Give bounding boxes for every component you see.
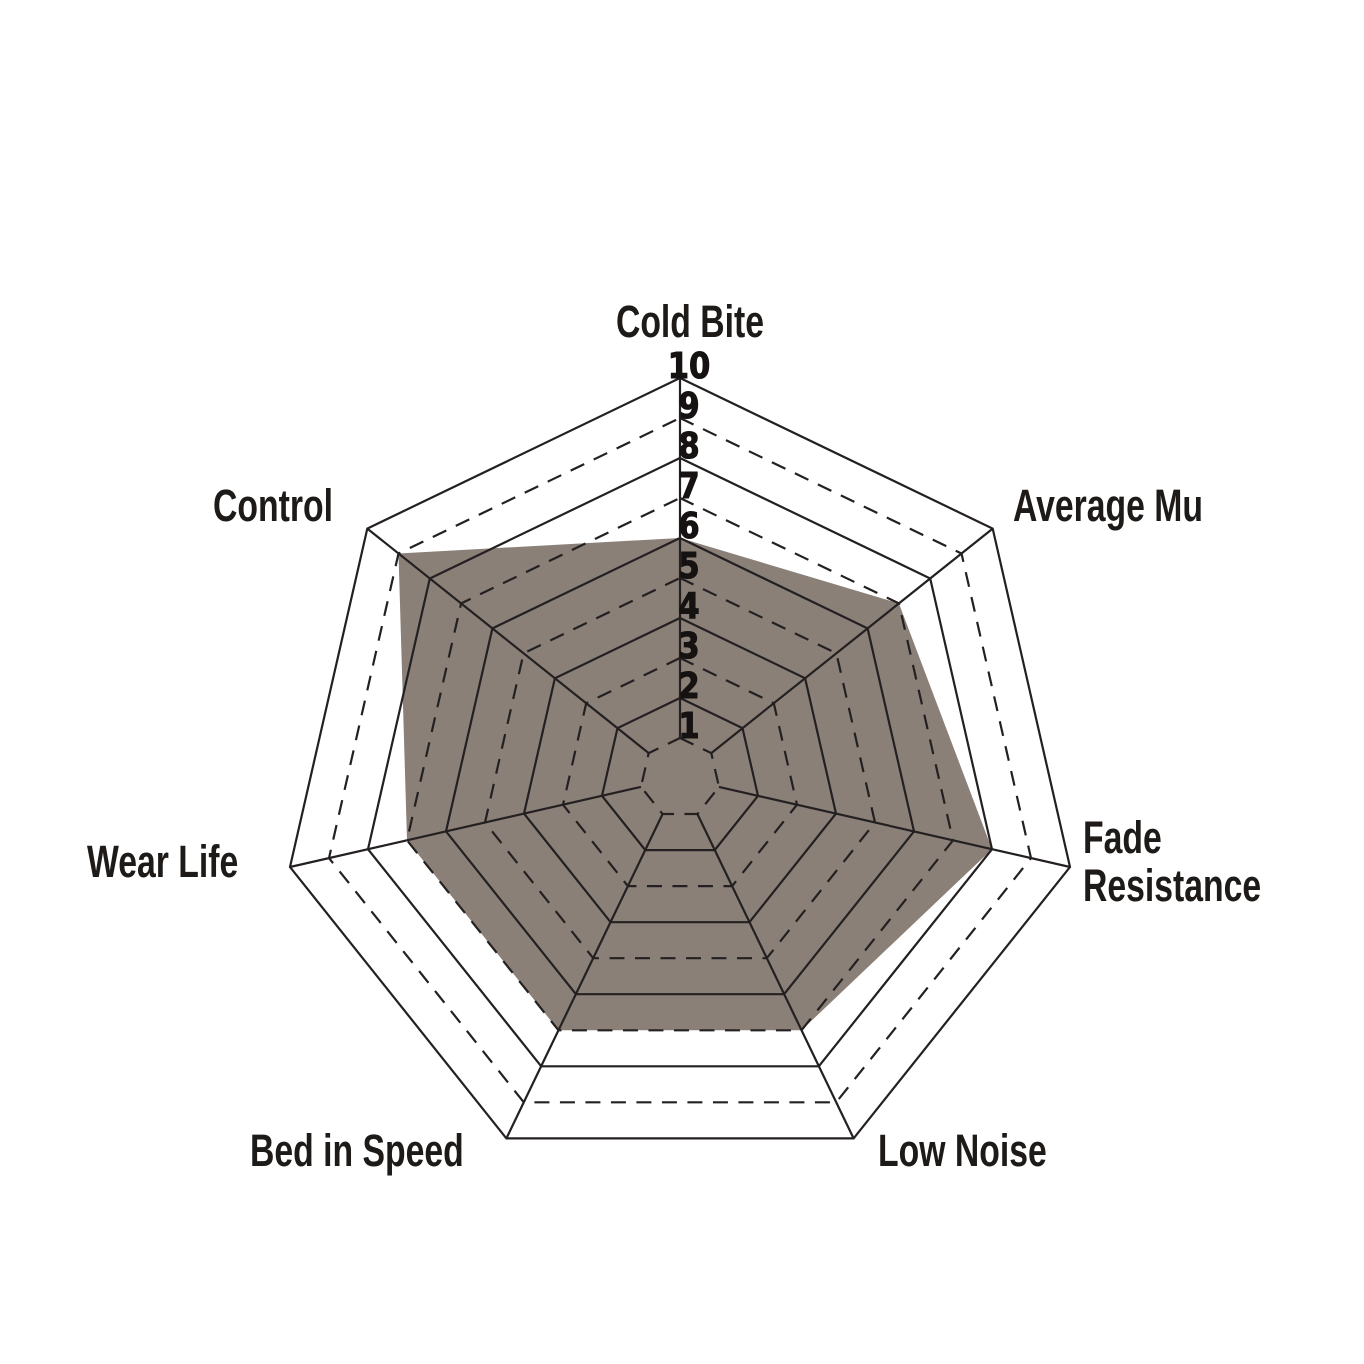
axis-label-line: Low Noise [878,1126,1047,1176]
scale-tick-2: 2 [678,665,699,707]
grid-ring-9 [327,416,1033,1104]
axis-label-line: Resistance [1083,861,1261,911]
grid-ring-6 [444,536,916,996]
axis-label-line: Average Mu [1013,481,1203,531]
scale-tick-1: 1 [678,705,699,747]
axis-label-line: Cold Bite [616,297,764,347]
data-polygon [398,538,992,1031]
scale-tick-5: 5 [678,545,699,587]
scale-tick-10: 10 [668,345,711,387]
axis-label-line: Bed in Speed [250,1126,464,1176]
axis-spoke-control [366,527,650,754]
grid-ring-7 [405,496,955,1032]
axis-spoke-wear-life [289,785,642,869]
axis-spoke-low-noise [696,813,855,1139]
grid-ring-3 [561,656,799,888]
grid-ring-4 [522,616,838,924]
scale-tick-7: 7 [678,465,699,507]
axis-spoke-average-mu [710,527,994,754]
axis-label-cold-bite: Cold Bite [616,297,764,347]
axis-label-line: Control [213,481,333,531]
axis-label-average-mu: Average Mu [1013,481,1203,531]
scale-tick-9: 9 [678,385,699,427]
scale-tick-3: 3 [678,625,699,667]
grid-ring-2 [600,696,760,852]
axis-label-fade-resistance: Fade Resistance [1083,813,1261,911]
scale-tick-8: 8 [678,425,699,467]
axis-label-line: Wear Life [87,837,238,887]
axis-label-bed-in-speed: Bed in Speed [250,1126,464,1176]
axis-label-low-noise: Low Noise [878,1126,1047,1176]
axis-label-line: Fade [1083,813,1162,863]
grid-ring-10 [288,376,1072,1140]
grid-ring-8 [366,456,994,1068]
scale-tick-6: 6 [678,505,699,547]
axis-label-control: Control [213,481,333,531]
axis-spoke-fade-resistance [718,785,1071,869]
axis-spoke-bed-in-speed [505,813,664,1139]
axis-label-wear-life: Wear Life [87,837,238,887]
scale-tick-4: 4 [678,585,699,627]
